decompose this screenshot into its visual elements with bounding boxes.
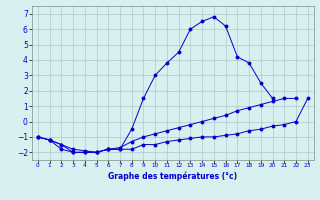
X-axis label: Graphe des températures (°c): Graphe des températures (°c) xyxy=(108,171,237,181)
